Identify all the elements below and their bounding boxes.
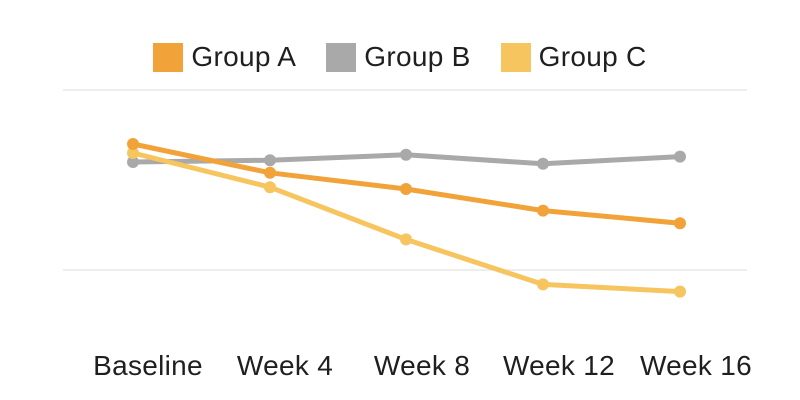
point-group-a-1 [264, 166, 276, 179]
point-group-b-0 [127, 156, 139, 168]
legend-label-group-c: Group C [538, 41, 647, 72]
point-group-c-1 [264, 181, 276, 194]
point-group-c-4 [674, 285, 686, 298]
legend-swatch-group-b [326, 42, 357, 72]
legend-item-group-c: Group C [500, 41, 647, 72]
point-group-b-1 [264, 154, 276, 167]
legend-label-group-b: Group B [364, 41, 471, 72]
x-tick-baseline: Baseline [93, 350, 203, 381]
point-group-b-2 [400, 148, 412, 161]
legend-item-group-b: Group B [326, 42, 470, 72]
point-group-b-3 [537, 157, 549, 170]
x-tick-week-16: Week 16 [639, 350, 753, 381]
x-tick-week-4: Week 4 [236, 350, 334, 381]
point-group-b-4 [674, 150, 686, 163]
legend-swatch-group-c [500, 42, 531, 72]
point-group-a-2 [400, 183, 412, 195]
chart-legend: Group A Group B Group C [0, 42, 800, 72]
point-group-c-0 [127, 147, 139, 159]
point-group-c-3 [537, 278, 549, 291]
x-tick-week-12: Week 12 [502, 350, 616, 381]
point-group-a-0 [127, 138, 139, 150]
point-group-a-3 [537, 204, 549, 217]
point-group-a-4 [674, 217, 686, 230]
legend-label-group-a: Group A [191, 41, 297, 72]
legend-item-group-a: Group A [153, 42, 296, 72]
point-group-c-2 [400, 233, 412, 246]
x-tick-week-8: Week 8 [373, 350, 471, 381]
line-group-c [130, 150, 683, 295]
legend-swatch-group-a [153, 42, 184, 72]
